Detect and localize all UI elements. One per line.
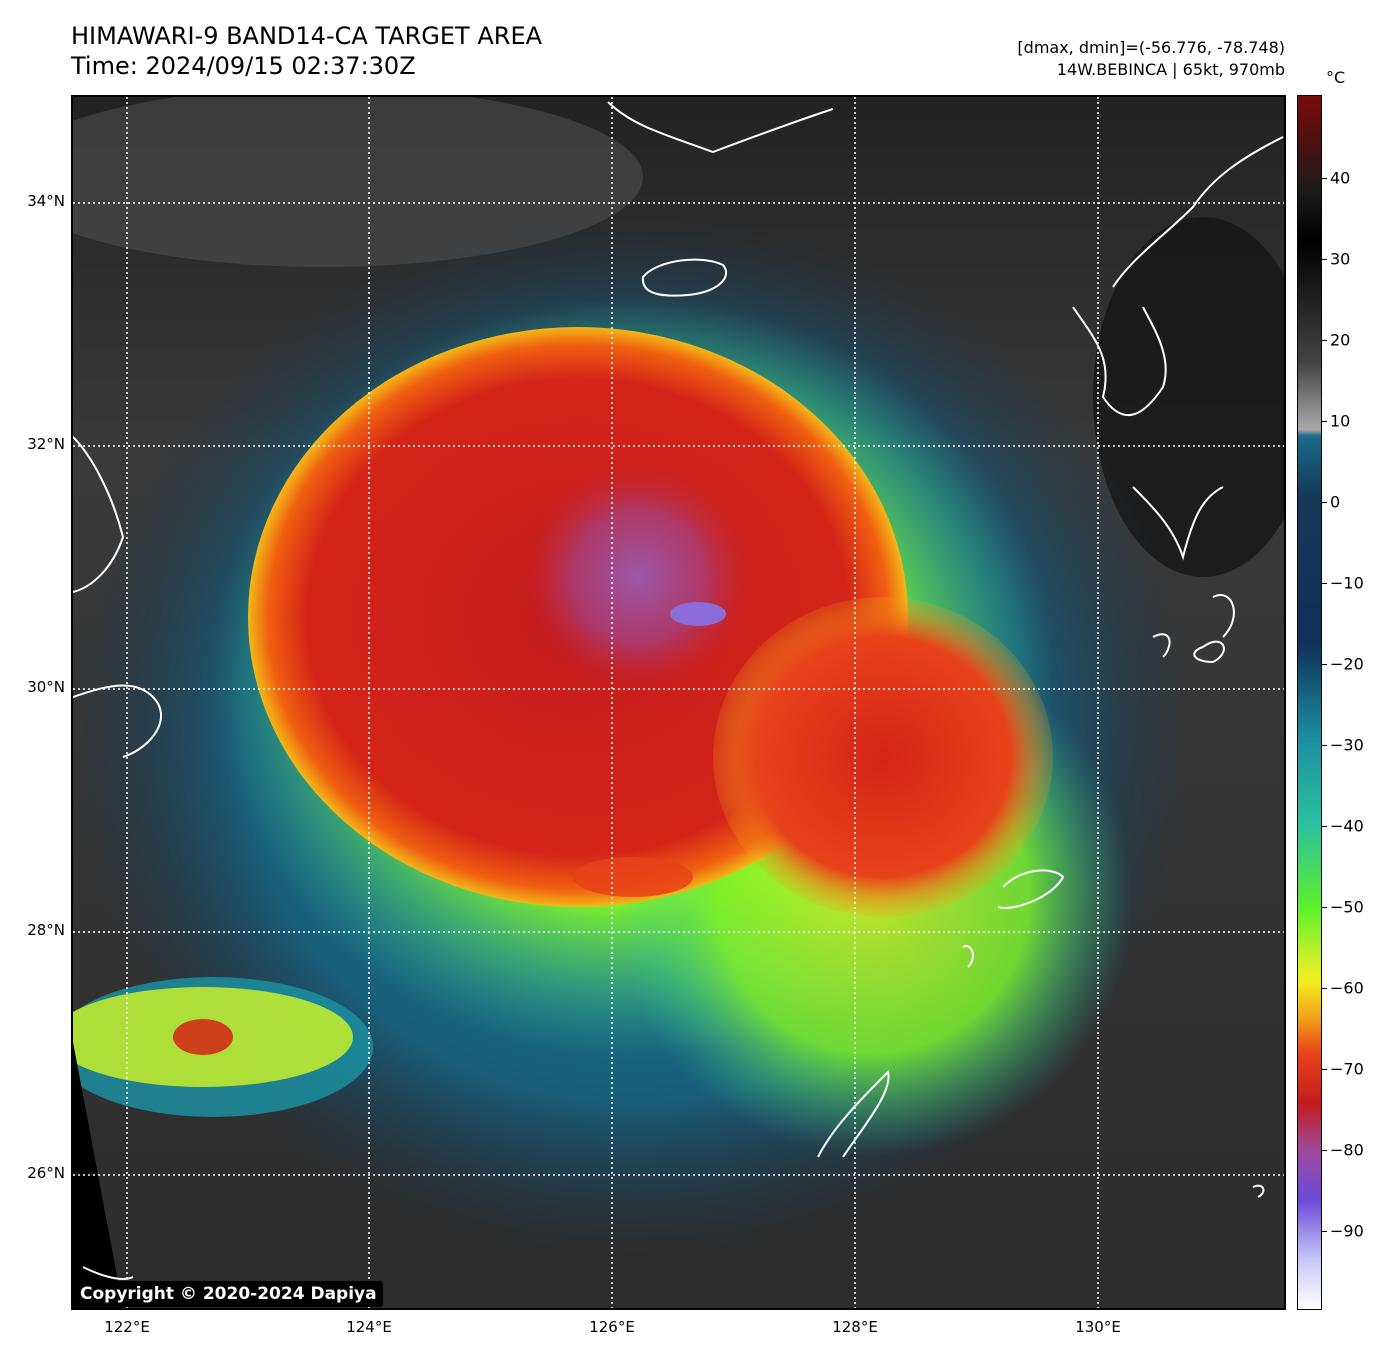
colorbar-tick-label: −70	[1330, 1059, 1364, 1079]
colorbar-tick-label: −50	[1330, 897, 1364, 917]
lat-label-28: 28°N	[27, 921, 65, 939]
colorbar-tick-label: −10	[1330, 573, 1364, 593]
colorbar-tick-label: −80	[1330, 1140, 1364, 1160]
colorbar-tick	[1322, 340, 1327, 341]
colorbar-tick	[1322, 1069, 1327, 1070]
colorbar-tick-label: −60	[1330, 978, 1364, 998]
colorbar-unit: °C	[1326, 68, 1346, 87]
colorbar-tick	[1322, 259, 1327, 260]
colorbar-tick	[1322, 502, 1327, 503]
colorbar-tick	[1322, 583, 1327, 584]
eastern-overcast	[713, 597, 1053, 917]
coastlines	[73, 101, 1284, 1280]
colorbar-tick	[1322, 826, 1327, 827]
lon-label-130: 130°E	[1075, 1318, 1121, 1336]
amami-island	[997, 869, 1065, 909]
colorbar-tick-label: 30	[1330, 249, 1351, 269]
colorbar-tick-label: 20	[1330, 330, 1351, 350]
lon-label-124: 124°E	[346, 1318, 392, 1336]
colorbar-tick-label: 40	[1330, 168, 1351, 188]
colorbar-tick	[1322, 988, 1327, 989]
coldest-tops	[670, 602, 726, 626]
satellite-map	[71, 95, 1286, 1310]
southern-cell	[573, 857, 693, 897]
lat-label-26: 26°N	[27, 1164, 65, 1182]
colorbar-tick	[1322, 907, 1327, 908]
timestamp: Time: 2024/09/15 02:37:30Z	[71, 52, 416, 80]
kyushu-coast	[1072, 306, 1167, 417]
colorbar-tick	[1322, 178, 1327, 179]
lon-label-128: 128°E	[832, 1318, 878, 1336]
chart-title: HIMAWARI-9 BAND14-CA TARGET AREA	[71, 22, 543, 50]
colorbar-tick-label: −20	[1330, 654, 1364, 674]
colorbar-tick	[1322, 421, 1327, 422]
colorbar-tick-label: 0	[1330, 492, 1341, 512]
western-cell	[173, 1019, 233, 1055]
colorbar-tick	[1322, 1150, 1327, 1151]
storm-info: 14W.BEBINCA | 65kt, 970mb	[1056, 60, 1285, 79]
copyright-notice: Copyright © 2020-2024 Dapiya	[74, 1281, 383, 1307]
cold-tops	[518, 457, 758, 697]
colorbar-tick	[1322, 664, 1327, 665]
colorbar-tick-label: −30	[1330, 735, 1364, 755]
lat-label-30: 30°N	[27, 678, 65, 696]
jeju-island	[641, 258, 728, 297]
china-coast	[73, 436, 125, 593]
colorbar	[1297, 95, 1322, 1310]
gray-cloud-region	[73, 97, 643, 267]
graticule	[73, 97, 1284, 1308]
colorbar-tick-label: −90	[1330, 1221, 1364, 1241]
lon-label-126: 126°E	[589, 1318, 635, 1336]
temperature-range: [dmax, dmin]=(-56.776, -78.748)	[1017, 38, 1285, 57]
lat-label-32: 32°N	[27, 435, 65, 453]
colorbar-tick-label: −40	[1330, 816, 1364, 836]
satellite-imagery	[73, 97, 1284, 1308]
colorbar-tick	[1322, 1231, 1327, 1232]
colorbar-tick-label: 10	[1330, 411, 1351, 431]
colorbar-tick	[1322, 745, 1327, 746]
dark-land-region	[1093, 217, 1284, 577]
lat-label-34: 34°N	[27, 192, 65, 210]
okinawa-island	[817, 1070, 890, 1158]
lon-label-122: 122°E	[104, 1318, 150, 1336]
